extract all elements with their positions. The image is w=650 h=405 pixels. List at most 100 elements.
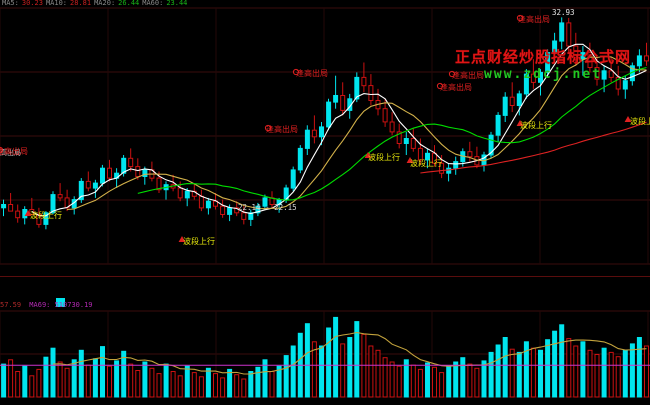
volume-cursor-marker (56, 298, 65, 307)
candle-body (36, 214, 42, 225)
volume-bar (234, 374, 240, 398)
volume-bar (276, 365, 282, 398)
volume-chart-panel[interactable]: 57.59 MA69: 510730.19 正点财经炒股指标公式网 www.zd… (0, 277, 650, 405)
volume-bar (601, 347, 607, 398)
ma-line-60 (420, 121, 647, 174)
candle-body (107, 167, 112, 179)
volume-header: 57.59 MA69: 510730.19 (0, 301, 93, 309)
volume-bar (78, 349, 84, 398)
sell-marker (436, 82, 444, 90)
candle-body (304, 129, 310, 149)
candle-body (587, 52, 593, 68)
price-chart-panel[interactable]: MA5: 30.23 MA10: 28.81 MA20: 26.44 MA60: 23.44 … (0, 0, 650, 276)
volume-bar (220, 377, 226, 398)
volume-bar (481, 360, 487, 398)
volume-bar (1, 363, 7, 398)
volume-bar (495, 344, 501, 398)
candle-body (368, 85, 374, 101)
volume-bar (644, 345, 649, 398)
candle-body (311, 129, 317, 138)
candle-body (425, 152, 430, 161)
sell-signal-label: 逢高出局 (0, 147, 28, 156)
volume-chart-canvas[interactable] (0, 277, 650, 405)
volume-bar (410, 364, 416, 398)
volume-bar (488, 351, 494, 398)
sell-signal-label: 逢高出局 (518, 15, 550, 24)
candle-body (396, 131, 402, 144)
volume-bar (523, 341, 529, 398)
candle-body (326, 101, 332, 128)
volume-bar (71, 359, 77, 398)
candle-body (142, 169, 148, 177)
candle-body (644, 55, 649, 62)
volume-bar (121, 350, 127, 398)
candle-body (333, 95, 339, 103)
ma-line-5 (31, 43, 647, 217)
volume-bar (142, 361, 148, 398)
candle-body (354, 76, 360, 100)
left-edge-sell-label: 高出局 (0, 149, 21, 157)
candle-body (530, 73, 536, 83)
candle-body (50, 194, 56, 214)
volume-bar (340, 343, 346, 398)
sell-signal-label: 逢高出局 (266, 125, 298, 134)
header-field-7: 23.44 (166, 0, 188, 7)
volume-bar (587, 349, 593, 398)
sell-signal-label: 逢高出局 (296, 69, 328, 78)
candle-body (100, 167, 105, 184)
sell-marker (0, 146, 4, 154)
volume-bar (538, 349, 543, 398)
candle-body (389, 121, 395, 133)
volume-bar (283, 355, 289, 398)
buy-marker (516, 120, 524, 126)
volume-bar (213, 373, 218, 398)
price-chart-canvas[interactable] (0, 0, 650, 276)
ma-line-20 (137, 66, 647, 201)
candle-body (608, 70, 614, 78)
candle-body (516, 93, 522, 107)
candle-body (78, 180, 84, 201)
candle-body (594, 67, 600, 80)
header-field-1: 30.23 (21, 0, 43, 7)
volume-bar (453, 361, 459, 398)
candle-body (502, 96, 508, 116)
volume-bar (615, 356, 621, 398)
buy-signal-label: 波段上行 (368, 153, 400, 162)
volume-bar (361, 333, 367, 398)
volume-bar (319, 345, 324, 398)
candle-body (495, 114, 501, 136)
volume-bar (269, 371, 275, 398)
candle-body (410, 138, 416, 149)
candle-body (319, 126, 324, 138)
candle-body (43, 212, 49, 225)
volume-bar (552, 330, 558, 398)
volume-bar (57, 361, 63, 398)
volume-bar (326, 327, 332, 398)
header-field-3: 28.81 (70, 0, 92, 7)
buy-signal-label: 波段上行 (183, 237, 215, 246)
sell-marker (264, 124, 272, 132)
buy-signal-label: 波段上行 (30, 211, 62, 220)
volume-bar (107, 365, 112, 398)
candle-body (198, 195, 204, 209)
candle-body (382, 108, 388, 123)
volume-bar (135, 370, 141, 398)
header-field-5: 26.44 (118, 0, 140, 7)
candle-body (227, 207, 233, 215)
candle-body (538, 71, 543, 83)
candle-body (57, 194, 63, 199)
volume-bar (460, 357, 466, 398)
candle-body (255, 205, 261, 214)
buy-marker (364, 152, 372, 158)
volume-ma-label: MA69: 510730.19 (29, 301, 93, 309)
high-price-label: 32.93 (552, 8, 575, 17)
candle-body (220, 205, 226, 215)
candle-body (92, 182, 98, 189)
panel-divider (0, 276, 650, 277)
volume-bar (170, 371, 176, 398)
volume-bar (114, 360, 120, 398)
volume-bar (573, 345, 579, 398)
volume-bar (22, 365, 28, 398)
candle-body (439, 162, 445, 174)
header-field-0: MA5: (2, 0, 19, 7)
